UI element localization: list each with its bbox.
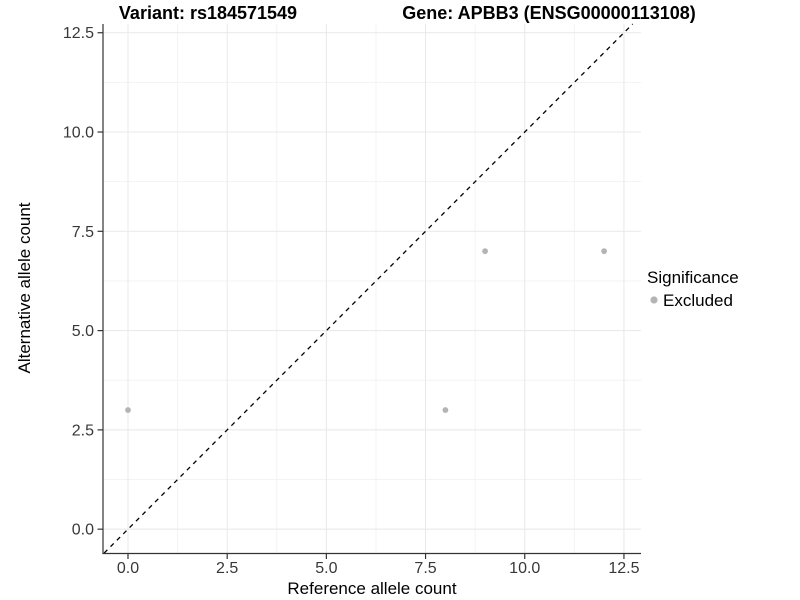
data-points-layer (125, 248, 608, 413)
y-axis-title: Alternative allele count (15, 202, 34, 373)
y-tick-label: 5.0 (72, 323, 94, 340)
gridlines-layer (103, 24, 641, 553)
x-tick-label: 2.5 (216, 560, 238, 577)
legend-title: Significance (647, 268, 739, 287)
x-tick-label: 5.0 (315, 560, 337, 577)
y-tick-label: 12.5 (63, 25, 94, 42)
data-point (442, 407, 449, 413)
data-point (125, 407, 131, 413)
y-tick-label: 7.5 (72, 224, 94, 241)
data-point (482, 248, 488, 255)
x-axis-title: Reference allele count (287, 579, 456, 598)
tick-labels-layer: 0.0 2.5 5.0 7.5 10.0 12.5 0.0 2.5 5.0 7.5 10.0 12.5 (63, 25, 640, 577)
x-tick-label: 0.0 (117, 560, 139, 577)
plot-panel (103, 24, 641, 553)
y-tick-label: 10.0 (63, 125, 94, 142)
plot-title-gene: Gene: APBB3 (ENSG00000113108) (402, 3, 695, 23)
x-tick-label: 12.5 (608, 560, 639, 577)
legend-key-excluded-icon (650, 296, 658, 304)
x-tick-label: 7.5 (414, 560, 436, 577)
data-point (601, 248, 608, 255)
y-tick-label: 0.0 (72, 522, 94, 539)
identity-line (103, 23, 634, 554)
identity-line-layer (103, 23, 634, 554)
tick-marks-layer (97, 32, 625, 559)
x-tick-label: 10.0 (509, 560, 540, 577)
legend-label-excluded: Excluded (663, 291, 733, 310)
y-tick-label: 2.5 (72, 422, 94, 439)
plot-title-variant: Variant: rs184571549 (119, 3, 297, 23)
legend: Significance Excluded (647, 268, 739, 310)
